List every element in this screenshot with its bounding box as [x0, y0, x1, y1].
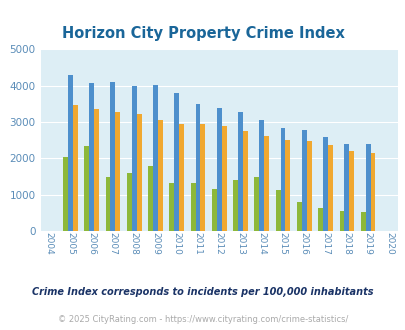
Bar [169, 183, 174, 231]
Bar [221, 126, 226, 231]
Bar [365, 144, 370, 231]
Bar [115, 112, 120, 231]
Bar [84, 146, 89, 231]
Text: Crime Index corresponds to incidents per 100,000 inhabitants: Crime Index corresponds to incidents per… [32, 287, 373, 297]
Bar [200, 123, 205, 231]
Bar [301, 130, 306, 231]
Bar [348, 151, 353, 231]
Bar [370, 152, 375, 231]
Bar [327, 145, 332, 231]
Bar [242, 131, 247, 231]
Bar [110, 82, 115, 231]
Bar [285, 140, 290, 231]
Bar [190, 183, 195, 231]
Bar [195, 104, 200, 231]
Bar [237, 112, 242, 231]
Bar [264, 136, 269, 231]
Bar [94, 109, 99, 231]
Bar [360, 212, 365, 231]
Bar [68, 75, 72, 231]
Bar [126, 173, 131, 231]
Bar [72, 105, 77, 231]
Bar [322, 137, 327, 231]
Bar [306, 141, 311, 231]
Bar [211, 189, 216, 231]
Bar [343, 144, 348, 231]
Bar [275, 190, 280, 231]
Bar [136, 114, 141, 231]
Bar [89, 83, 94, 231]
Bar [179, 123, 183, 231]
Bar [158, 120, 162, 231]
Bar [105, 177, 110, 231]
Bar [318, 208, 322, 231]
Bar [174, 93, 179, 231]
Bar [216, 108, 221, 231]
Bar [63, 156, 68, 231]
Text: © 2025 CityRating.com - https://www.cityrating.com/crime-statistics/: © 2025 CityRating.com - https://www.city… [58, 315, 347, 324]
Bar [339, 211, 343, 231]
Bar [259, 120, 264, 231]
Bar [232, 180, 237, 231]
Bar [280, 127, 285, 231]
Bar [153, 85, 158, 231]
Text: Horizon City Property Crime Index: Horizon City Property Crime Index [62, 26, 343, 41]
Bar [254, 177, 259, 231]
Bar [296, 202, 301, 231]
Bar [131, 86, 136, 231]
Bar [148, 166, 153, 231]
